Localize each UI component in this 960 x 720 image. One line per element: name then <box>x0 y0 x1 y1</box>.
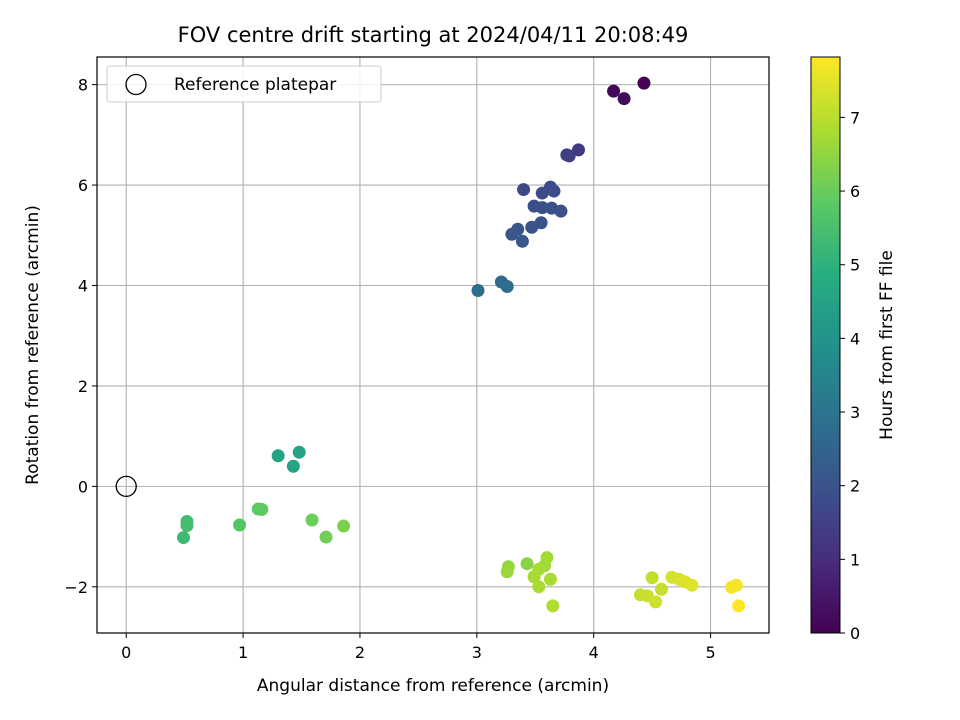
data-point <box>554 204 568 218</box>
x-tick-label: 5 <box>705 643 715 662</box>
data-point <box>645 571 659 585</box>
data-point <box>560 148 574 162</box>
data-point <box>637 76 651 90</box>
data-point <box>607 84 621 98</box>
y-tick-label: 6 <box>78 176 88 195</box>
colorbar-tick-label: 0 <box>850 624 860 643</box>
data-point <box>319 530 333 544</box>
colorbar-ticks: 0 1 2 3 4 5 6 7 <box>840 108 860 643</box>
x-axis-label: Angular distance from reference (arcmin) <box>257 676 609 696</box>
data-point <box>649 595 663 609</box>
y-tick-label: 8 <box>78 76 88 95</box>
data-points <box>176 76 746 613</box>
data-point <box>271 449 285 463</box>
legend-label: Reference platepar <box>174 75 336 95</box>
data-point <box>535 186 549 200</box>
data-point <box>732 599 746 613</box>
data-point <box>255 502 269 516</box>
grid-lines <box>97 57 769 633</box>
data-point <box>471 284 485 298</box>
colorbar-tick-label: 3 <box>850 403 860 422</box>
colorbar-label: Hours from first FF file <box>877 250 897 440</box>
data-point <box>729 578 743 592</box>
data-point <box>617 92 631 106</box>
data-point <box>517 183 531 197</box>
x-tick-label: 3 <box>472 643 482 662</box>
colorbar-tick-label: 4 <box>850 329 860 348</box>
x-tick-label: 4 <box>589 643 599 662</box>
data-point <box>176 531 190 545</box>
data-point <box>532 580 546 594</box>
y-tick-label: 4 <box>78 276 88 295</box>
chart-title: FOV centre drift starting at 2024/04/11 … <box>178 23 689 47</box>
colorbar-tick-label: 5 <box>850 256 860 275</box>
plot-frame <box>96 56 770 634</box>
colorbar-tick-label: 6 <box>850 182 860 201</box>
data-point <box>572 143 586 157</box>
data-point <box>500 565 514 579</box>
colorbar-tick-label: 7 <box>850 108 860 127</box>
x-tick-label: 2 <box>355 643 365 662</box>
y-axis-ticks: −2 0 2 4 6 8 <box>64 76 97 597</box>
y-axis-label: Rotation from reference (arcmin) <box>23 205 43 485</box>
x-axis-ticks: 0 1 2 3 4 5 <box>121 633 716 662</box>
colorbar-tick-label: 2 <box>850 477 860 496</box>
data-point <box>286 459 300 473</box>
data-point <box>546 599 560 613</box>
data-point <box>547 184 561 198</box>
data-point <box>515 234 529 248</box>
colorbar-tick-label: 1 <box>850 550 860 569</box>
reference-marker-group <box>115 475 137 498</box>
data-point <box>543 572 557 586</box>
legend-marker-icon <box>125 73 147 96</box>
data-point <box>500 279 514 293</box>
x-tick-label: 1 <box>238 643 248 662</box>
x-tick-label: 0 <box>121 643 131 662</box>
reference-platepar-marker <box>115 475 137 498</box>
legend-box <box>106 65 382 103</box>
data-point <box>233 518 247 532</box>
data-point <box>505 227 519 241</box>
data-point <box>525 220 539 234</box>
data-point <box>305 513 319 527</box>
y-tick-label: 2 <box>78 377 88 396</box>
data-point <box>180 519 194 533</box>
data-point <box>337 519 351 533</box>
data-point <box>520 557 534 571</box>
data-point <box>685 578 699 592</box>
legend: Reference platepar <box>106 65 382 103</box>
data-point <box>654 582 668 596</box>
data-point <box>535 201 549 215</box>
data-point <box>292 445 306 459</box>
colorbar: 0 1 2 3 4 5 6 7 Hours from first FF file <box>810 56 897 643</box>
y-tick-label: 0 <box>78 477 88 496</box>
data-point <box>527 570 541 584</box>
y-tick-label: −2 <box>64 578 88 597</box>
colorbar-gradient <box>810 56 841 634</box>
